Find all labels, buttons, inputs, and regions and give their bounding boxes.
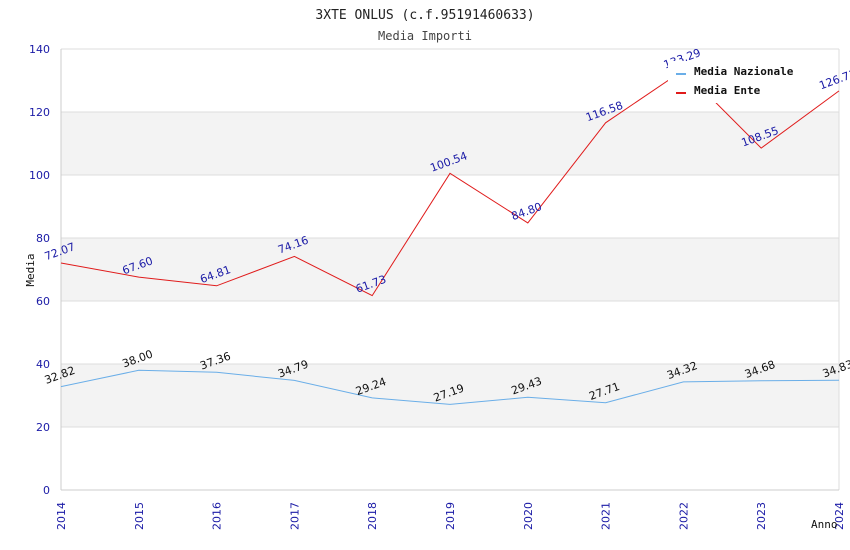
legend-label: Media Ente [694, 84, 761, 97]
y-tick-label: 120 [29, 106, 50, 119]
x-tick-label: 2024 [833, 502, 846, 530]
chart-title: 3XTE ONLUS (c.f.95191460633) [315, 8, 534, 23]
series-line-media-nazionale [60, 369, 840, 405]
data-label: 84.80 [510, 200, 544, 223]
x-tick-label: 2022 [677, 502, 690, 530]
grid-band [61, 112, 839, 175]
x-tick-label: 2015 [133, 502, 146, 530]
grid-band [61, 364, 839, 427]
y-tick-label: 80 [36, 232, 50, 245]
legend-label: Media Nazionale [694, 65, 794, 78]
y-tick-labels: 0 20 40 60 80 100 120 140 [29, 43, 50, 497]
y-tick-label: 20 [36, 421, 50, 434]
y-tick-label: 100 [29, 169, 50, 182]
y-tick-label: 0 [43, 484, 50, 497]
x-tick-label: 2023 [755, 502, 768, 530]
y-tick-label: 60 [36, 295, 50, 308]
grid-band [61, 238, 839, 301]
x-tick-label: 2014 [55, 502, 68, 530]
x-tick-label: 2017 [288, 502, 301, 530]
legend: Media Nazionale Media Ente [668, 61, 818, 103]
x-tick-label: 2019 [444, 502, 457, 530]
legend-box [668, 61, 818, 103]
y-tick-label: 140 [29, 43, 50, 56]
data-label: 126.71 [817, 67, 850, 92]
x-tick-label: 2018 [366, 502, 379, 530]
x-tick-labels: 2014 2015 2016 2017 2018 2019 2020 2021 2022 2023… [55, 502, 846, 530]
x-tick-label: 2021 [600, 502, 613, 530]
y-tick-label: 40 [36, 358, 50, 371]
x-tick-label: 2020 [522, 502, 535, 530]
axes [60, 49, 840, 491]
chart-subtitle: Media Importi [378, 29, 472, 43]
grid-bands [61, 112, 839, 427]
x-axis-label: Anno [811, 518, 838, 531]
y-axis-label: Media [24, 253, 37, 286]
x-tick-label: 2016 [211, 502, 224, 530]
